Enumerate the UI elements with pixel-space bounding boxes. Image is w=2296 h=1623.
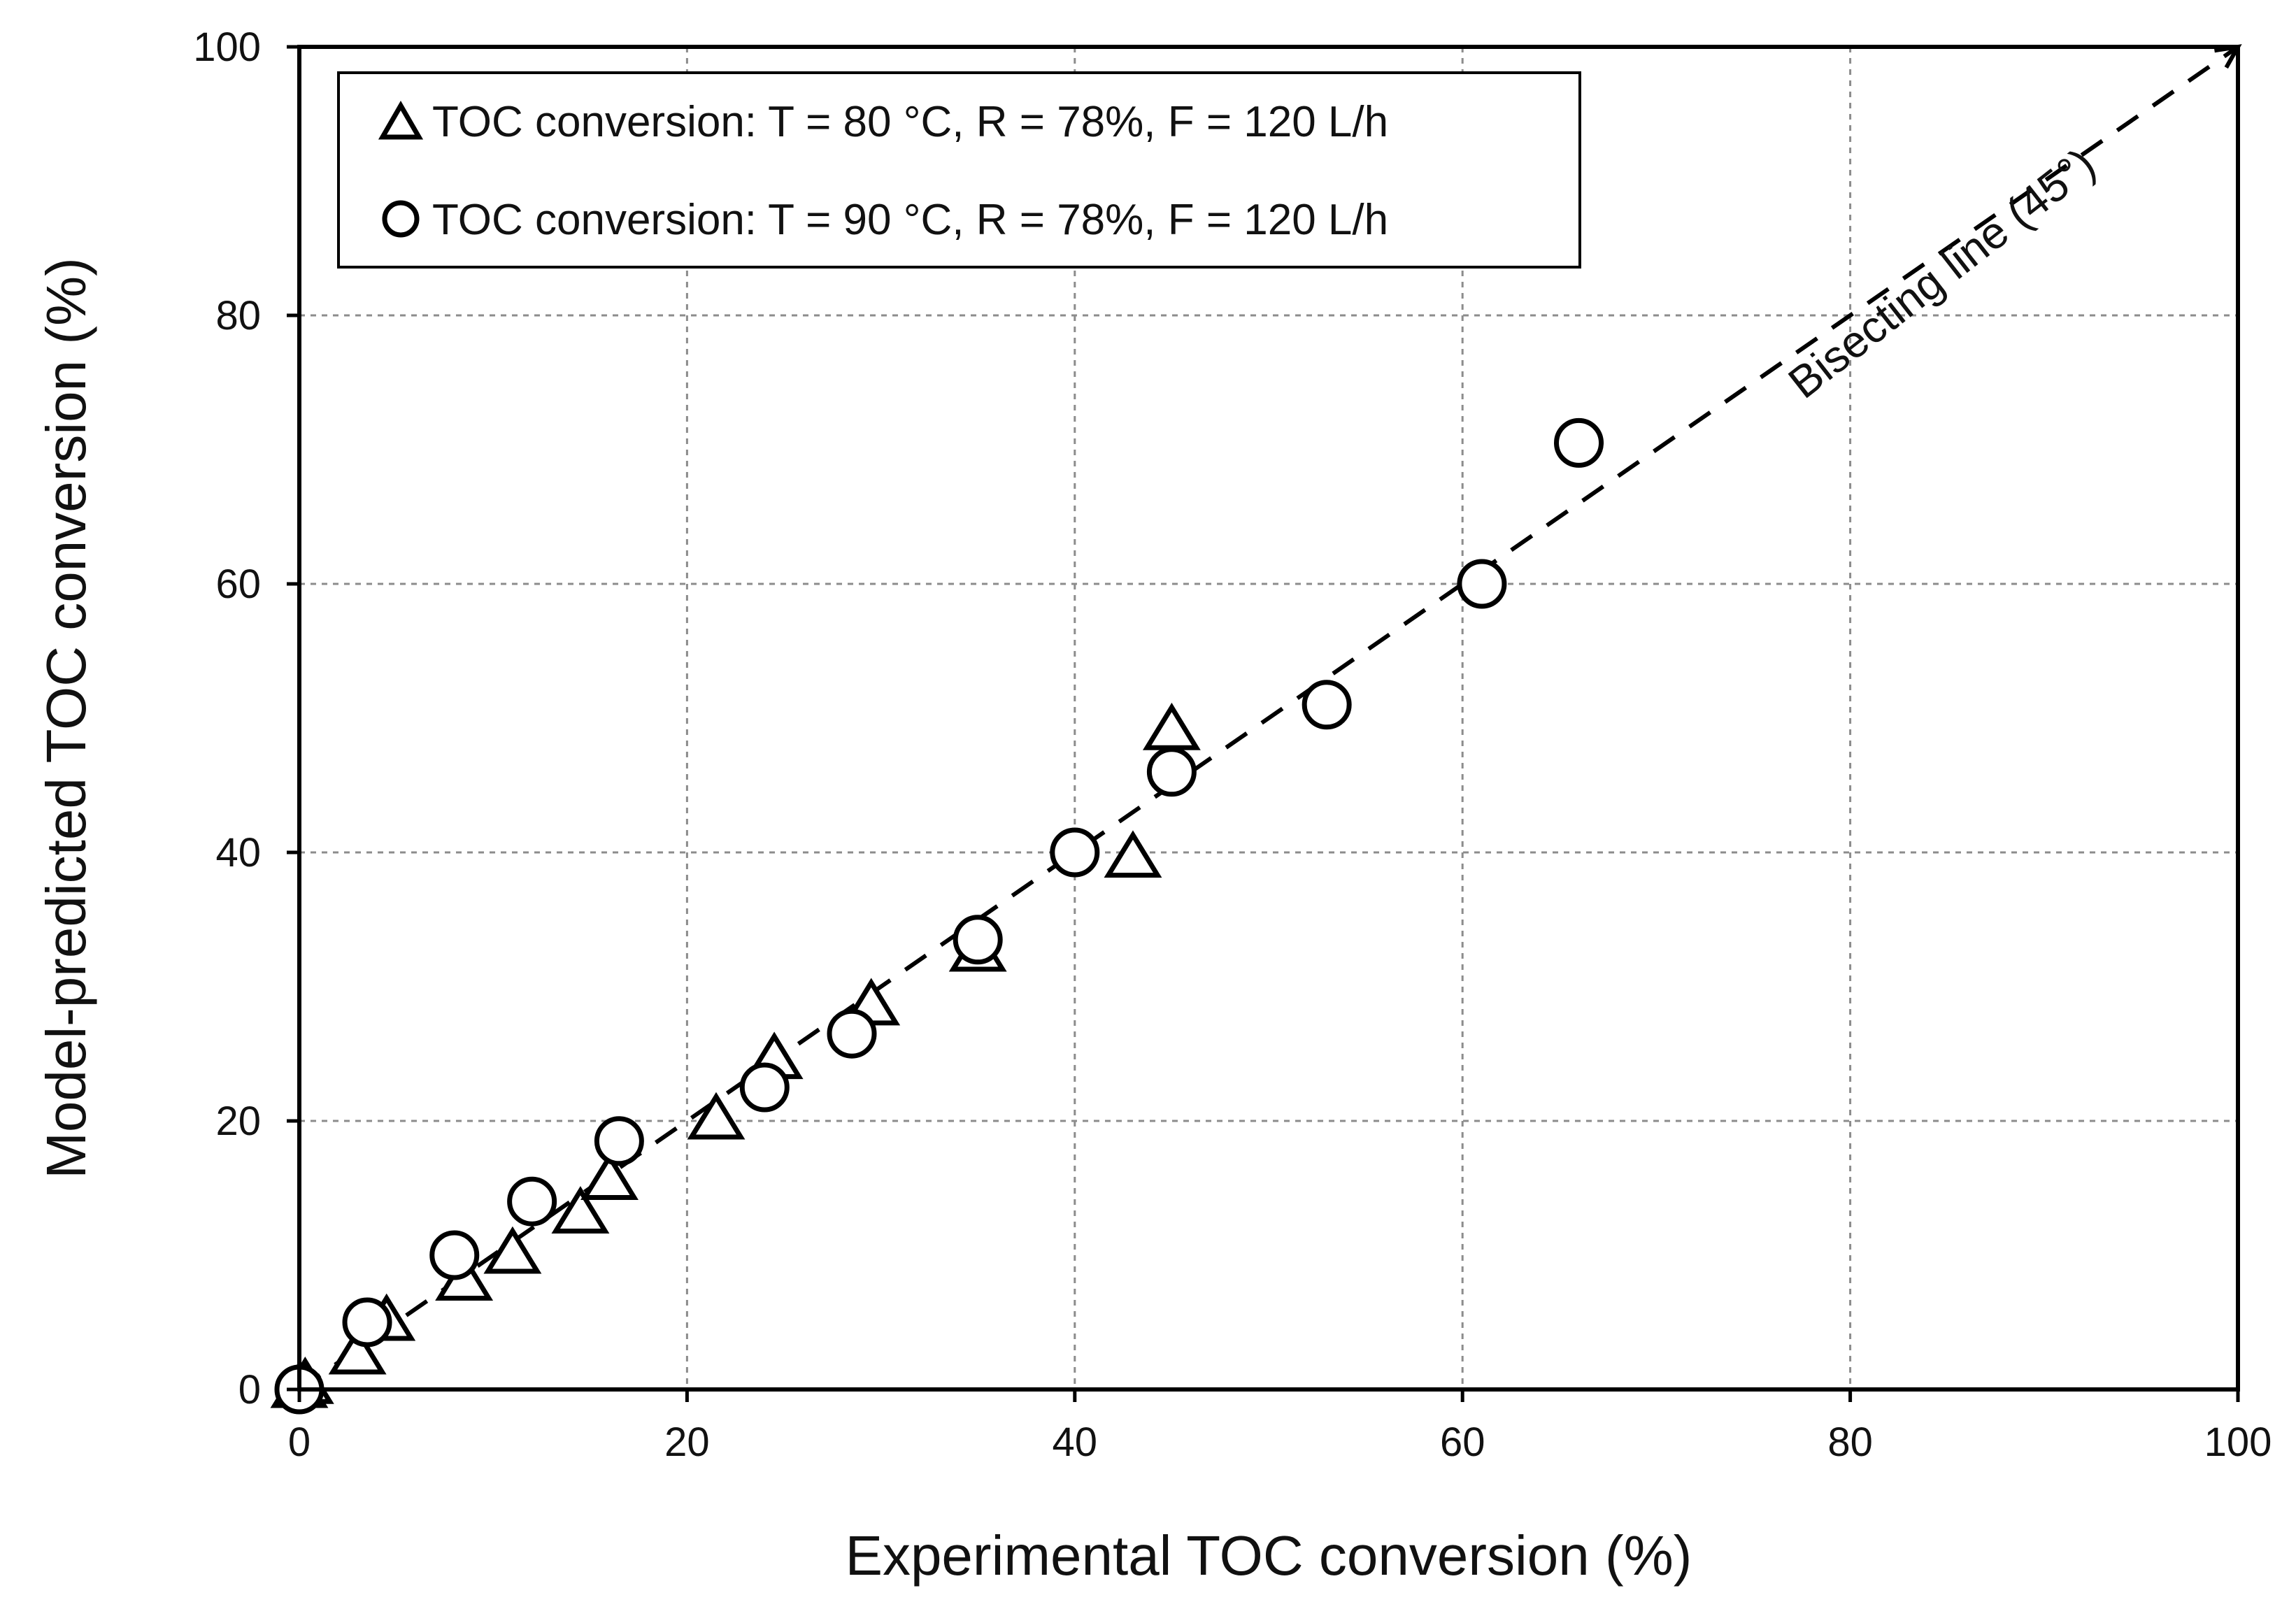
y-tick-label: 0 <box>238 1367 261 1413</box>
legend-circle-icon <box>382 200 420 238</box>
data-point-circle <box>594 1116 644 1166</box>
legend-triangle-icon <box>378 101 424 140</box>
data-point-triangle <box>1104 830 1162 878</box>
x-tick-label: 20 <box>664 1420 710 1465</box>
data-point-circle <box>827 1008 877 1059</box>
legend-box <box>337 71 1581 269</box>
y-tick-label: 80 <box>215 293 261 338</box>
y-axis-title: Model-predicted TOC conversion (%) <box>35 257 97 1179</box>
data-point-circle <box>507 1176 557 1227</box>
x-tick-label: 80 <box>1827 1420 1873 1465</box>
x-tick-label: 100 <box>2204 1420 2272 1465</box>
legend: TOC conversion: T = 80 °C, R = 78%, F = … <box>337 71 1581 269</box>
legend-entry-80c: TOC conversion: T = 80 °C, R = 78%, F = … <box>432 98 1388 146</box>
data-point-triangle <box>1142 702 1201 750</box>
plot-frame <box>297 45 2240 1392</box>
legend-entry-90c: TOC conversion: T = 90 °C, R = 78%, F = … <box>432 196 1388 244</box>
x-tick-label: 40 <box>1053 1420 1098 1465</box>
data-points-layer <box>270 417 1604 1415</box>
data-point-circle <box>953 915 1003 965</box>
y-tick-label: 60 <box>215 562 261 607</box>
data-point-circle <box>1302 680 1352 730</box>
data-point-triangle <box>551 1186 610 1234</box>
bisecting-line <box>298 45 2239 1392</box>
data-point-triangle <box>580 1152 639 1200</box>
data-point-triangle <box>328 1327 387 1375</box>
data-point-circle <box>739 1062 790 1113</box>
data-point-triangle <box>687 1092 746 1140</box>
y-tick-label: 20 <box>215 1099 261 1144</box>
tick-labels-layer: 0 20 40 60 80 100 0 20 40 60 80 100 <box>193 24 2272 1465</box>
x-axis-title: Experimental TOC conversion (%) <box>846 1524 1692 1587</box>
data-point-circle <box>429 1230 480 1280</box>
y-tick-label: 40 <box>215 830 261 875</box>
bisecting-line-label: Bisecting line (45°) <box>1779 138 2104 408</box>
data-point-triangle <box>483 1226 542 1274</box>
y-tick-label: 100 <box>193 24 261 70</box>
data-point-circle <box>1050 827 1100 878</box>
data-point-circle <box>1146 747 1197 797</box>
grid-layer <box>299 47 2238 1389</box>
data-point-circle <box>1457 559 1507 609</box>
data-point-circle <box>342 1297 392 1347</box>
data-point-circle <box>1554 417 1604 468</box>
x-tick-label: 60 <box>1440 1420 1485 1465</box>
x-tick-label: 0 <box>288 1420 311 1465</box>
